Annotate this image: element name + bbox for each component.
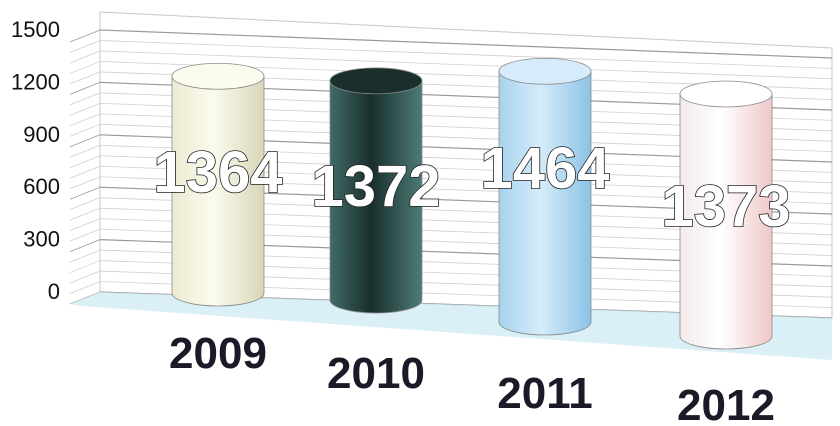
cylinder-body [329,80,423,314]
side-wall-gridline [69,113,101,127]
chart-floor [70,292,832,360]
side-wall-gridline [69,249,101,263]
data-label: 1373 [661,174,790,239]
side-wall-gridline [69,134,101,148]
side-wall-gridline [69,92,101,106]
cylinder-bar-2012 [679,80,773,350]
side-wall-gridline [69,144,101,158]
side-wall-gridline [69,176,101,190]
cylinder-body [498,70,592,336]
data-labels: 1364 1372 1464 1373 [153,135,792,240]
x-axis: 2009 2010 2011 2012 [169,329,775,426]
side-wall-gridline [69,218,101,232]
side-wall-gridline [69,239,101,252]
side-wall-gridline [69,123,101,137]
cylinder-body [679,93,773,350]
cylinder-bar-2010 [329,67,423,314]
y-tick-label: 900 [23,122,60,147]
side-wall-gridline [69,186,101,200]
y-axis: 1500 1200 900 600 300 0 [11,17,60,304]
side-wall-gridline [69,61,101,74]
side-wall-gridline [69,270,101,284]
y-tick-label: 1500 [11,17,60,42]
y-tick-label: 300 [23,227,60,252]
side-wall-gridline [69,50,101,64]
side-wall-gridline [69,260,101,273]
data-label: 1364 [153,140,282,205]
side-wall-gridline [69,40,101,53]
x-category-label: 2009 [169,329,267,378]
side-wall-gridline [69,281,101,294]
side-wall-gridline [69,165,101,179]
major-gridline [99,29,833,59]
bars [171,57,773,350]
side-wall-gridline [69,197,101,211]
side-wall-gridline [69,228,101,242]
side-wall-gridline [69,207,101,221]
side-wall-gridline [69,102,101,116]
side-wall-gridline [69,29,101,43]
data-label: 1464 [480,136,609,201]
floor-plane [70,292,832,360]
cylinder-top [498,57,592,85]
x-category-label: 2010 [327,349,425,398]
y-tick-label: 1200 [11,69,60,94]
cylinder-bar-2011 [498,57,592,336]
cylinder-body [171,75,265,307]
side-wall-gridline [69,82,101,95]
cylinder-top [679,80,773,108]
x-category-label: 2012 [677,381,775,426]
y-tick-label: 600 [23,174,60,199]
cylinder-top [171,62,265,90]
y-tick-label: 0 [48,279,60,304]
cylinder-top [329,67,423,95]
side-wall-gridline [69,155,101,169]
x-category-label: 2011 [497,369,592,418]
minor-gridline [99,50,833,80]
side-wall-gridline [69,71,101,85]
minor-gridline [99,40,833,69]
cylinder-bar-2009 [171,62,265,307]
data-label: 1372 [311,154,440,219]
